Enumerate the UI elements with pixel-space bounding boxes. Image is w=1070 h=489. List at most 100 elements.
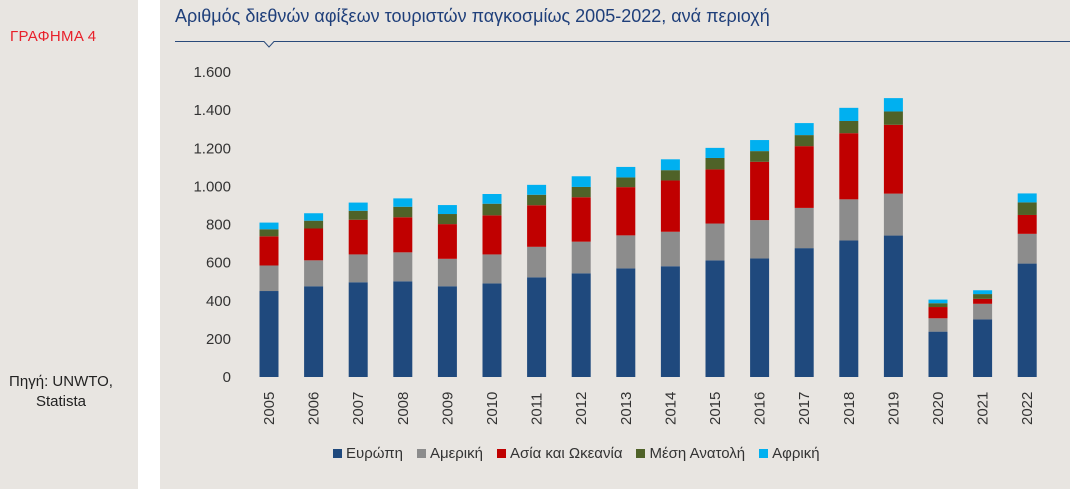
source-note: Πηγή: UNWTO, Statista [0,372,128,412]
legend-label: Ασία και Ωκεανία [509,444,623,462]
bar-segment [883,98,903,112]
bar-segment [660,159,680,171]
bar-segment [883,193,903,236]
bar-segment [1017,193,1037,203]
bar-segment [616,166,636,178]
x-tick-label: 2016 [752,392,769,425]
bar-segment [928,318,948,332]
bar-segment [527,184,547,195]
x-tick-label: 2021 [975,392,992,425]
x-tick-label: 2012 [573,392,590,425]
bar-segment [393,281,413,377]
bar-segment [616,177,636,188]
x-tick-label: 2007 [350,392,367,425]
y-tick-label: 400 [206,293,231,310]
y-tick-label: 200 [206,331,231,348]
bar-segment [393,198,413,207]
bar-segment [616,235,636,269]
bar-segment [839,240,859,377]
bar-segment [304,213,324,221]
bar-segment [705,147,725,158]
bar-segment [616,187,636,236]
figure-label: ΓΡΑΦΗΜΑ 4 [10,28,97,45]
bar-segment [928,303,948,308]
y-tick-label: 0 [223,369,231,386]
title-underline [175,41,1070,48]
bar-segment [1017,202,1037,215]
legend-item: Ευρώπη [333,445,403,462]
panel-gap [138,0,160,489]
x-tick-label: 2013 [618,392,635,425]
bar-segment [839,120,859,134]
bar-segment [437,224,457,259]
x-tick-label: 2022 [1019,392,1036,425]
bar-segment [839,199,859,241]
bar-segment [259,222,279,230]
x-tick-label: 2010 [484,392,501,425]
bar-segment [973,319,993,377]
y-tick-label: 1.200 [193,140,231,157]
bar-segment [750,161,770,221]
legend-swatch [496,448,506,458]
bar-segment [660,231,680,267]
bar-segment [616,268,636,377]
bar-segment [660,170,680,181]
legend-swatch [333,448,342,458]
bar-segment [839,107,859,121]
bar-segment [482,203,502,216]
bar-segment [304,286,324,377]
x-tick-label: 2008 [395,392,412,425]
bar-segment [750,220,770,259]
legend-label: Μέση Ανατολή [649,444,746,462]
bar-segment [883,124,903,194]
x-tick-label: 2006 [306,392,323,425]
legend-swatch [759,448,769,458]
bar-segment [705,260,725,377]
bar-segment [928,299,948,304]
legend-swatch [416,448,426,458]
bar-segment [437,205,457,215]
x-tick-label: 2020 [930,392,947,425]
bar-segment [883,235,903,377]
x-tick-label: 2019 [885,392,902,425]
x-tick-label: 2011 [529,393,546,425]
bar-segment [571,197,591,242]
legend-label: Αφρική [772,444,820,462]
bar-segment [973,298,993,304]
bar-segment [705,169,725,224]
bar-segment [259,236,279,266]
bar-segment [794,123,814,136]
bar-segment [393,252,413,282]
x-tick-label: 2005 [261,392,278,425]
bar-segment [304,228,324,261]
y-tick-label: 800 [206,217,231,234]
y-tick-label: 1.400 [193,102,231,119]
bar-segment [571,176,591,187]
source-line-2: Statista [35,393,87,410]
bar-segment [660,180,680,232]
bar-segment [705,223,725,261]
x-tick-label: 2017 [796,392,813,425]
bar-segment [437,258,457,287]
legend-label: Αμερική [429,444,483,462]
legend-item: Μέση Ανατολή [636,445,745,462]
y-tick-label: 1.000 [193,178,231,195]
side-panel [0,0,138,489]
x-tick-label: 2018 [841,392,858,425]
bar-segment [973,303,993,320]
chart-title: Αριθμός διεθνών αφίξεων τουριστών παγκοσ… [175,6,770,26]
bar-segment [437,214,457,225]
bar-segment [660,266,680,377]
x-tick-label: 2014 [662,392,679,425]
bar-segment [348,219,368,255]
bar-segment [259,229,279,237]
legend-item: Αμερική [416,444,483,462]
bar-segment [794,207,814,249]
bar-segment [393,206,413,218]
bar-segment [928,307,948,319]
bar-segment [348,210,368,220]
bar-segment [571,186,591,198]
y-tick-label: 600 [206,255,231,272]
bar-segment [973,290,993,295]
